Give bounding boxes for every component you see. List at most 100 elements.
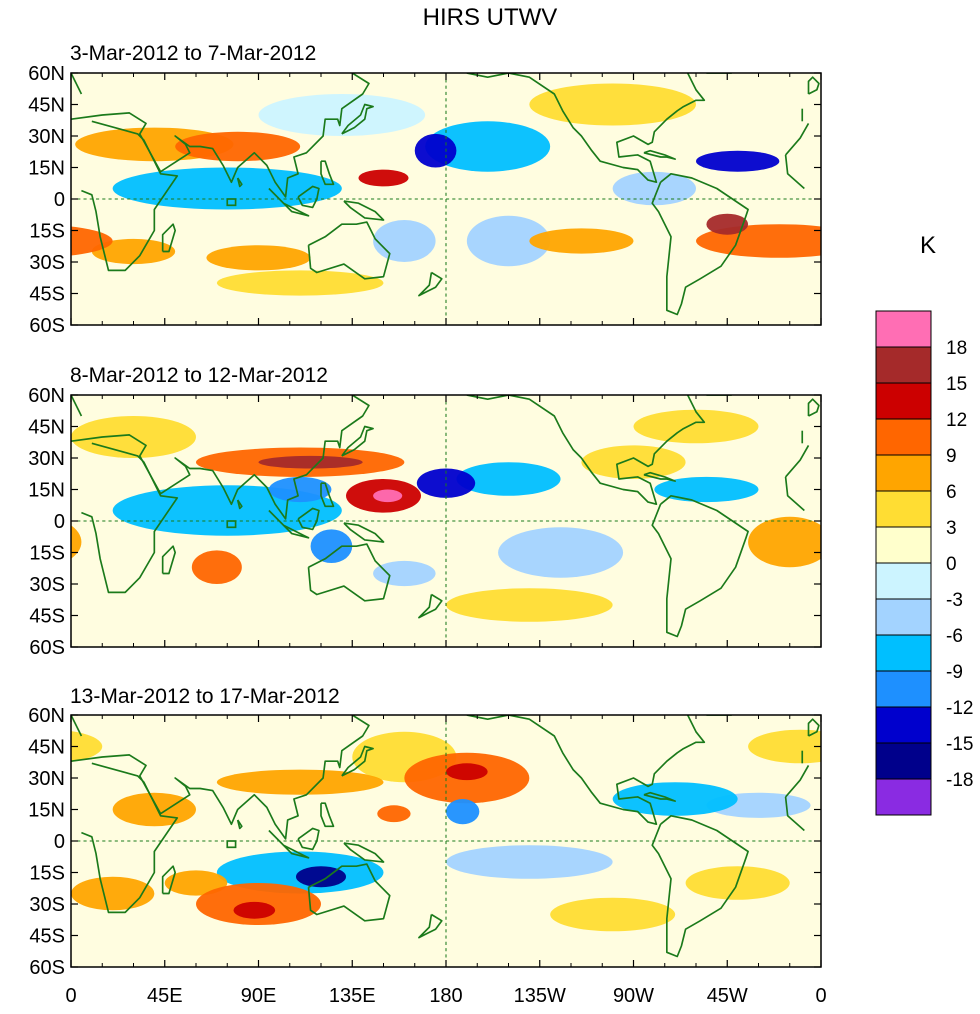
longitude-label: 90E xyxy=(241,985,277,1007)
colorbar-swatch xyxy=(875,346,932,384)
coastline xyxy=(466,395,706,506)
latitude-label: 45N xyxy=(28,95,65,117)
coastline xyxy=(807,398,820,417)
latitude-label: 60N xyxy=(28,63,65,85)
map-2-field xyxy=(71,395,821,647)
anomaly-blob xyxy=(164,870,228,896)
latitude-label: 15N xyxy=(28,800,65,822)
colorbar-swatch xyxy=(875,454,932,492)
colorbar-label: 0 xyxy=(946,554,957,575)
colorbar-label: 3 xyxy=(946,518,957,539)
colorbar-label: 9 xyxy=(946,446,957,467)
latitude-label: 30S xyxy=(29,894,65,916)
anomaly-blob xyxy=(446,763,488,781)
latitude-label: 60S xyxy=(29,637,65,659)
latitude-label: 45N xyxy=(28,737,65,759)
anomaly-blob xyxy=(377,805,411,823)
anomaly-blob xyxy=(425,121,551,172)
coastline xyxy=(161,545,177,575)
anomaly-blob xyxy=(706,213,749,235)
colorbar-label: -6 xyxy=(946,626,963,647)
colorbar-label: 15 xyxy=(946,374,967,395)
figure-title: HIRS UTWV xyxy=(423,4,558,31)
anomaly-blob xyxy=(748,516,821,568)
colorbar-label: -15 xyxy=(946,734,973,755)
colorbar-swatch xyxy=(875,778,932,816)
latitude-label: 60S xyxy=(29,957,65,979)
latitude-label: 60N xyxy=(28,385,65,407)
coastline xyxy=(343,522,385,543)
latitude-label: 45S xyxy=(29,284,65,306)
coastline xyxy=(784,122,810,156)
longitude-label: 180 xyxy=(429,985,462,1007)
anomaly-blob xyxy=(498,527,624,578)
coastline xyxy=(307,221,391,280)
map-3-field xyxy=(71,715,821,967)
panel-1-axes: 60N 45N 30N 15N 0 15S 30S 45S 60S xyxy=(28,63,822,337)
longitude-label: 45E xyxy=(147,985,183,1007)
panel-2-axes: 60N 45N 30N 15N 0 15S 30S 45S 60S xyxy=(28,385,822,659)
anomaly-blob xyxy=(216,270,384,296)
coastlines-2 xyxy=(71,395,820,638)
anomaly-blob xyxy=(71,731,103,762)
coastline xyxy=(71,715,370,840)
coastline xyxy=(651,172,749,316)
latitude-label: 30S xyxy=(29,574,65,596)
colorbar-swatch xyxy=(875,310,932,348)
colorbar-label: 18 xyxy=(946,338,967,359)
anomaly-blob xyxy=(748,729,821,764)
coastline xyxy=(807,718,820,737)
latitude-label: 15S xyxy=(29,863,65,885)
coastline xyxy=(161,865,177,895)
longitude-label: 135E xyxy=(329,985,376,1007)
latitude-label: 15N xyxy=(28,158,65,180)
coastline xyxy=(341,745,374,777)
coastline xyxy=(651,494,749,638)
coastline xyxy=(418,593,443,619)
coastline xyxy=(341,425,374,457)
coastline xyxy=(418,913,443,939)
latitude-label: 0 xyxy=(54,831,65,853)
colorbar-label: -12 xyxy=(946,698,973,719)
coastline xyxy=(307,863,391,922)
colorbar-swatch xyxy=(875,418,932,456)
coastline xyxy=(706,715,733,716)
map-panel-2: 8-Mar-2012 to 12-Mar-2012 60N 45N 30N 15N 0 1… xyxy=(28,364,822,659)
coastline xyxy=(161,223,177,253)
anomaly-field-2 xyxy=(71,409,821,622)
longitude-label: 0 xyxy=(815,985,826,1007)
coastline xyxy=(343,842,385,863)
coastline xyxy=(236,499,243,510)
coastline xyxy=(236,819,243,830)
coastline xyxy=(784,154,805,190)
coastline xyxy=(466,73,706,184)
latitude-label: 45S xyxy=(29,606,65,628)
latitude-label: 15N xyxy=(28,480,65,502)
coastline xyxy=(71,395,83,417)
anomaly-blob xyxy=(310,529,353,563)
panel-3-title: 13-Mar-2012 to 17-Mar-2012 xyxy=(70,685,340,708)
anomaly-blob xyxy=(446,588,613,622)
anomaly-blob xyxy=(446,845,613,879)
region-box xyxy=(226,520,237,529)
anomaly-field-1 xyxy=(71,83,821,296)
anomaly-blob xyxy=(696,150,780,172)
colorbar: 18 15 12 9 6 3 0 -3 -6 -9 -12 -15 -18 xyxy=(875,310,973,816)
anomaly-blob xyxy=(233,901,276,919)
coastline xyxy=(643,149,677,160)
anomaly-blob xyxy=(258,455,363,469)
anomaly-blob xyxy=(654,476,759,503)
coastline xyxy=(706,73,733,74)
anomaly-blob xyxy=(581,445,686,479)
colorbar-swatch xyxy=(875,670,932,708)
colorbar-swatch xyxy=(875,742,932,780)
longitude-label: 135W xyxy=(514,985,566,1007)
coastline xyxy=(268,829,310,859)
unit-label: K xyxy=(920,232,936,259)
colorbar-swatch xyxy=(875,490,932,528)
coastline xyxy=(706,395,733,396)
anomaly-blob xyxy=(91,238,176,265)
coastline xyxy=(268,187,310,217)
map-1-field xyxy=(71,73,821,325)
